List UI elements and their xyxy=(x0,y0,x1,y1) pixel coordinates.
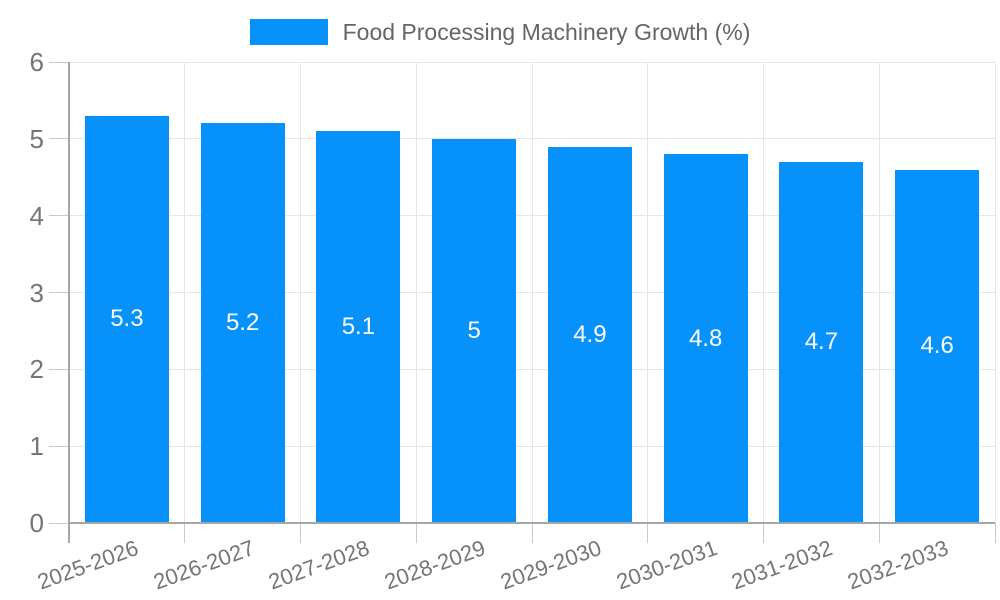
y-tick xyxy=(49,292,69,293)
y-axis-line xyxy=(68,62,70,543)
x-tick xyxy=(300,523,301,543)
y-tick xyxy=(49,138,69,140)
v-gridline xyxy=(994,62,996,523)
v-gridline xyxy=(300,62,301,523)
bar[interactable]: 5.2 xyxy=(200,123,285,523)
v-gridline xyxy=(878,62,880,523)
y-tick xyxy=(49,522,69,524)
v-gridline xyxy=(184,62,186,523)
bar[interactable]: 4.9 xyxy=(547,146,632,523)
x-tick xyxy=(184,523,186,543)
y-tick-label: 2 xyxy=(29,354,44,385)
legend-item[interactable]: Food Processing Machinery Growth (%) xyxy=(0,19,1000,45)
x-tick xyxy=(531,523,533,543)
bar[interactable]: 5.3 xyxy=(84,115,169,523)
bar-value-label: 4.6 xyxy=(920,332,954,360)
bar-value-label: 5.2 xyxy=(225,309,260,337)
v-gridline xyxy=(531,62,533,523)
v-gridline xyxy=(763,62,764,523)
bar[interactable]: 4.6 xyxy=(895,169,980,523)
bar[interactable]: 4.7 xyxy=(779,161,864,523)
y-tick-label: 0 xyxy=(29,508,44,538)
x-axis-line xyxy=(69,522,995,524)
y-tick-label: 5 xyxy=(29,123,44,154)
x-tick xyxy=(647,523,649,543)
bar-value-label: 5.1 xyxy=(341,313,376,341)
bar-value-label: 5 xyxy=(467,316,481,344)
y-tick xyxy=(49,368,69,370)
bar[interactable]: 4.8 xyxy=(663,154,748,523)
x-tick xyxy=(415,523,417,543)
x-tick xyxy=(763,523,764,543)
bar-value-label: 4.9 xyxy=(573,320,607,348)
y-tick-label: 6 xyxy=(29,47,44,77)
bar-value-label: 4.8 xyxy=(688,324,723,352)
bar[interactable]: 5.1 xyxy=(316,131,401,523)
x-tick xyxy=(994,523,996,543)
v-gridline xyxy=(415,62,417,523)
y-tick xyxy=(49,61,69,63)
x-tick xyxy=(878,523,880,543)
legend-swatch-icon xyxy=(249,19,328,45)
y-tick-label: 1 xyxy=(29,431,44,462)
bar-value-label: 4.7 xyxy=(804,328,839,356)
v-gridline xyxy=(647,62,649,523)
y-tick-label: 3 xyxy=(29,277,44,308)
y-tick xyxy=(49,215,69,217)
bar-value-label: 5.3 xyxy=(110,305,144,333)
y-tick xyxy=(49,445,69,447)
bar[interactable]: 5 xyxy=(432,138,517,523)
legend-label: Food Processing Machinery Growth (%) xyxy=(342,19,751,45)
y-tick-label: 4 xyxy=(29,200,44,231)
